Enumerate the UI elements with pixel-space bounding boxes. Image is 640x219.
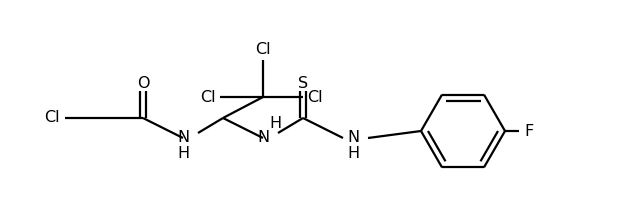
Text: F: F xyxy=(524,124,534,138)
Text: N: N xyxy=(257,131,269,145)
Text: Cl: Cl xyxy=(44,111,60,125)
Text: H: H xyxy=(269,117,281,131)
Text: H: H xyxy=(177,145,189,161)
Text: O: O xyxy=(137,76,149,90)
Text: Cl: Cl xyxy=(307,90,323,104)
Text: Cl: Cl xyxy=(200,90,216,104)
Text: Cl: Cl xyxy=(255,42,271,58)
Text: H: H xyxy=(347,145,359,161)
Text: N: N xyxy=(347,131,359,145)
Text: S: S xyxy=(298,76,308,90)
Text: N: N xyxy=(177,131,189,145)
